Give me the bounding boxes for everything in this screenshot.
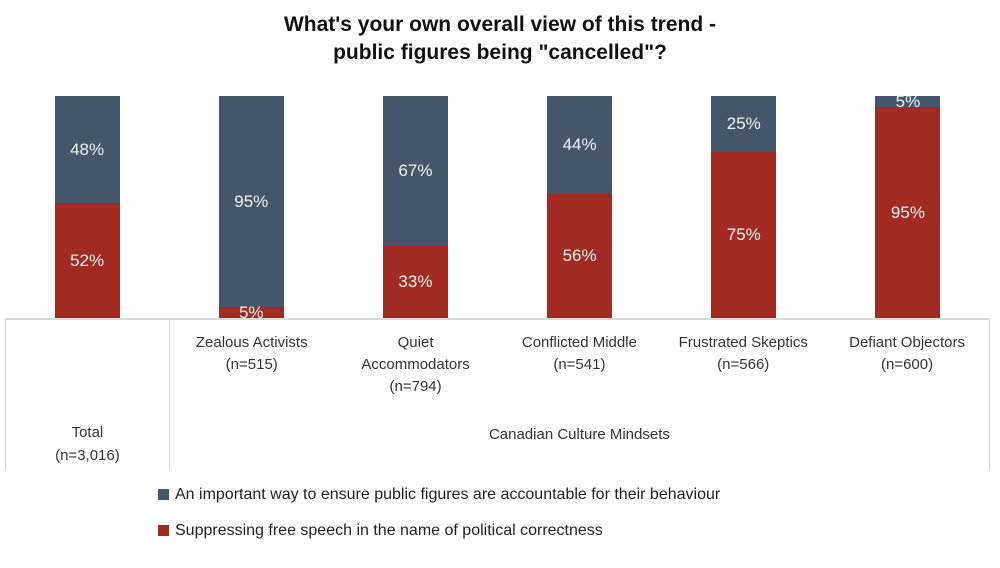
stacked-bar: 67% 33%: [382, 96, 448, 318]
category-label: Quiet Accommodators (n=794): [334, 332, 498, 397]
bar-value-label: 52%: [70, 250, 105, 270]
legend-item-suppressing: Suppressing free speech in the name of p…: [158, 522, 720, 540]
category-label-line: (n=566): [717, 355, 770, 373]
legend: An important way to ensure public figure…: [158, 486, 720, 539]
bar-value-label: 75%: [726, 225, 761, 245]
bar-slot: 48% 52%: [5, 96, 169, 318]
chart-title-line1: What's your own overall view of this tre…: [283, 13, 717, 36]
stacked-bar: 25% 75%: [711, 96, 777, 318]
legend-swatch-blue-icon: [158, 489, 169, 501]
category-label-line: Quiet: [397, 334, 434, 351]
bar-segment-accountable: 48%: [54, 96, 120, 203]
category-label-line: (n=600): [880, 355, 934, 373]
chart-title: What's your own overall view of this tre…: [0, 11, 1000, 66]
legend-item-accountable: An important way to ensure public figure…: [158, 486, 720, 504]
category-label: Conflicted Middle (n=541): [497, 332, 661, 397]
stacked-bar: 48% 52%: [54, 96, 120, 318]
legend-label-suppressing: Suppressing free speech in the name of p…: [175, 521, 603, 539]
mindset-category-labels: Zealous Activists (n=515) Quiet Accommodato…: [170, 320, 989, 397]
category-label-line: Defiant Objectors: [849, 334, 965, 351]
bar-slot: 95% 5%: [169, 96, 333, 322]
category-label: Zealous Activists (n=515): [170, 332, 334, 397]
stacked-bar: 44% 56%: [547, 96, 613, 318]
bar-segment-accountable: 95%: [218, 96, 284, 307]
bar-segment-suppressing: 52%: [54, 202, 120, 318]
bar-segment-accountable: 25%: [711, 96, 777, 152]
stacked-bar: 5% 95%: [875, 92, 941, 318]
bar-segment-accountable: 67%: [382, 96, 448, 245]
group-axis-label: Canadian Culture Mindsets: [488, 426, 670, 443]
bar-value-label: 25%: [726, 114, 761, 134]
total-label: Total: [71, 424, 104, 441]
category-label-line: (n=541): [553, 355, 606, 373]
bar-segment-suppressing: 33%: [382, 244, 448, 318]
bar-slot: 5% 95%: [826, 92, 990, 318]
category-label-line: Zealous Activists: [195, 334, 308, 351]
bar-segment-suppressing: 56%: [547, 193, 613, 318]
bar-segment-suppressing: 95%: [875, 107, 941, 318]
bar-value-label: 56%: [562, 246, 597, 266]
stacked-bar: 95% 5%: [218, 96, 284, 322]
bar-value-label: 67%: [398, 160, 433, 180]
bar-slot: 44% 56%: [498, 96, 662, 318]
category-label-line: (n=794): [389, 377, 442, 395]
bar-slot: 25% 75%: [662, 96, 826, 318]
plot-area: 48% 52% 95% 5% 67% 33% 44% 56% 25% 75% 5% 95%: [5, 92, 990, 322]
total-n-label: (n=3,016): [55, 446, 120, 464]
bar-segment-accountable: 44%: [547, 96, 613, 194]
category-label: Frustrated Skeptics (n=566): [661, 332, 825, 397]
category-label-line: Accommodators: [361, 355, 470, 373]
chart-title-line2: public figures being "cancelled"?: [333, 40, 667, 64]
bar-segment-suppressing: 75%: [711, 151, 777, 318]
bar-value-label: 44%: [562, 135, 597, 155]
bar-value-label: 95%: [234, 191, 269, 211]
bar-slot: 67% 33%: [333, 96, 497, 318]
bar-segment-suppressing: 5%: [218, 302, 284, 322]
category-axis: Total (n=3,016) Zealous Activists (n=515)…: [5, 318, 990, 470]
category-label-line: Conflicted Middle: [521, 334, 637, 351]
category-label-line: Frustrated Skeptics: [678, 334, 808, 351]
bar-value-label: 95%: [890, 203, 925, 223]
axis-cell-total: Total (n=3,016): [6, 320, 170, 470]
category-label: Defiant Objectors (n=600): [825, 332, 989, 397]
category-label-line: (n=515): [225, 355, 278, 373]
bar-segment-accountable: 5%: [875, 92, 941, 112]
legend-label-accountable: An important way to ensure public figure…: [175, 486, 721, 503]
bar-value-label: 5%: [895, 92, 921, 112]
legend-swatch-red-icon: [158, 524, 169, 536]
bar-value-label: 33%: [398, 271, 433, 291]
bar-value-label: 48%: [70, 139, 105, 159]
axis-cell-mindsets: Zealous Activists (n=515) Quiet Accommodato…: [170, 320, 989, 470]
bar-value-label: 5%: [238, 302, 264, 322]
